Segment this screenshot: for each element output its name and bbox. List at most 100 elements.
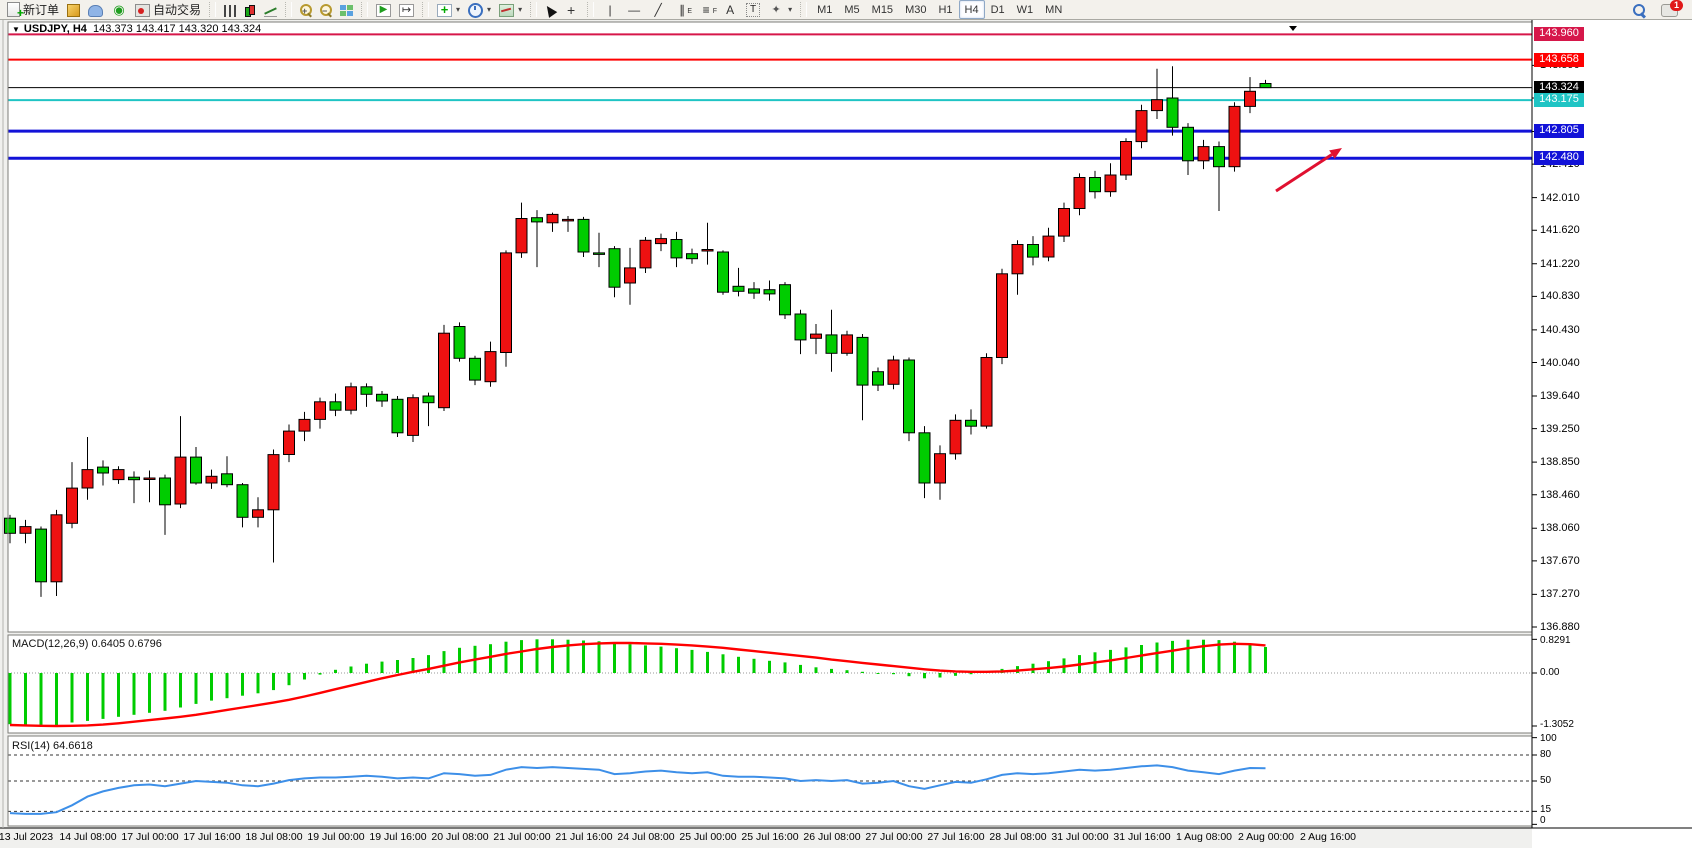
indicators-list-caret-icon[interactable]: ▾ bbox=[456, 5, 461, 14]
chart-collapse-icon[interactable]: ▼ bbox=[12, 25, 20, 34]
signals-button[interactable]: ◉ bbox=[107, 0, 131, 19]
toolbar-separator bbox=[530, 2, 538, 17]
fibonacci-icon: ≡ bbox=[698, 2, 718, 20]
tf-m15-label: M15 bbox=[871, 3, 894, 16]
line-chart-button[interactable] bbox=[260, 0, 281, 19]
price-axis-tick: 138.460 bbox=[1540, 488, 1580, 501]
crosshair-icon: + bbox=[566, 1, 576, 18]
tf-mn-label: MN bbox=[1045, 3, 1063, 16]
tile-windows-button[interactable] bbox=[336, 0, 357, 19]
tile-windows-icon bbox=[340, 4, 354, 17]
time-axis-label: 31 Jul 00:00 bbox=[1051, 831, 1109, 843]
new-order-icon bbox=[7, 2, 24, 21]
arrows-caret-icon[interactable]: ▾ bbox=[788, 5, 793, 14]
trader-community-button[interactable] bbox=[84, 0, 107, 19]
indicators-list-button[interactable]: + ▾ bbox=[433, 0, 464, 19]
zoom-in-icon: + bbox=[300, 3, 313, 16]
macd-indicator-label: MACD(12,26,9) 0.6405 0.6796 bbox=[12, 638, 162, 650]
periods-icon bbox=[468, 3, 484, 18]
tf-w1-button[interactable]: W1 bbox=[1011, 0, 1040, 19]
chart-symbol-label: USDJPY, H4 bbox=[23, 23, 87, 35]
time-axis-label: 24 Jul 08:00 bbox=[617, 831, 675, 843]
auto-trading-button[interactable]: 自动交易 bbox=[131, 0, 205, 19]
fibonacci-button[interactable]: ≡ bbox=[694, 0, 718, 20]
rsi-scale-100: 100 bbox=[1540, 732, 1557, 744]
time-axis-label: 31 Jul 16:00 bbox=[1113, 831, 1171, 843]
bar-chart-button[interactable] bbox=[220, 0, 240, 19]
toolbar-separator bbox=[361, 2, 369, 17]
text-label-button[interactable]: T bbox=[742, 0, 764, 19]
chart-canvas[interactable] bbox=[0, 20, 1692, 848]
price-axis-tick: 142.010 bbox=[1540, 191, 1580, 204]
trader-community-icon bbox=[88, 5, 104, 17]
price-axis-tick: 140.830 bbox=[1540, 290, 1580, 303]
chat-button[interactable]: 1 bbox=[1657, 0, 1683, 19]
tf-m5-button[interactable]: M5 bbox=[838, 0, 865, 19]
equidistant-channel-icon: ∥ bbox=[674, 2, 692, 20]
line-chart-icon bbox=[264, 5, 278, 17]
price-axis-tick: 136.880 bbox=[1540, 621, 1580, 633]
auto-scroll-icon: ▶ bbox=[376, 4, 392, 17]
time-axis-label: 14 Jul 08:00 bbox=[59, 831, 117, 843]
text-label-icon: T bbox=[746, 3, 761, 17]
chart-title[interactable]: ▼ USDJPY, H4 143.373 143.417 143.320 143.… bbox=[12, 23, 261, 35]
time-axis-label: 18 Jul 08:00 bbox=[245, 831, 303, 843]
vertical-line-icon: | bbox=[608, 2, 612, 17]
periods-button[interactable]: ▾ bbox=[464, 0, 495, 19]
time-axis-label: 17 Jul 16:00 bbox=[183, 831, 241, 843]
time-axis-label: 27 Jul 00:00 bbox=[865, 831, 923, 843]
toolbar: 新订单◉自动交易+−▶↦+▾▾▾+|—╱∥≡AT✦▾M1M5M15M30H1H4… bbox=[0, 0, 1692, 21]
tf-w1-label: W1 bbox=[1016, 3, 1034, 16]
horizontal-line-button[interactable]: — bbox=[622, 0, 646, 19]
vertical-line-button[interactable]: | bbox=[598, 0, 622, 19]
arrows-button[interactable]: ✦ ▾ bbox=[764, 0, 796, 19]
tf-m15-button[interactable]: M15 bbox=[866, 0, 899, 19]
zoom-out-button[interactable]: − bbox=[316, 0, 336, 19]
macd-scale-zero: 0.00 bbox=[1540, 667, 1560, 678]
zoom-in-button[interactable]: + bbox=[296, 0, 316, 19]
macd-scale-max: 0.8291 bbox=[1540, 635, 1571, 647]
crosshair-button[interactable]: + bbox=[559, 0, 583, 19]
time-axis-label: 17 Jul 00:00 bbox=[121, 831, 179, 843]
search-icon bbox=[1633, 3, 1645, 16]
order-cube-icon bbox=[67, 4, 81, 17]
templates-caret-icon[interactable]: ▾ bbox=[518, 5, 523, 14]
indicators-list-icon: + bbox=[437, 3, 453, 17]
tf-h4-button[interactable]: H4 bbox=[958, 0, 985, 19]
auto-scroll-button[interactable]: ▶ bbox=[372, 0, 395, 19]
templates-button[interactable]: ▾ bbox=[495, 0, 526, 19]
chart-shift-button[interactable]: ↦ bbox=[395, 0, 418, 19]
trendline-button[interactable]: ╱ bbox=[646, 0, 670, 19]
tf-m1-label: M1 bbox=[817, 3, 833, 16]
periods-caret-icon[interactable]: ▾ bbox=[487, 5, 492, 14]
order-cube-button[interactable] bbox=[63, 0, 84, 19]
tf-mn-button[interactable]: MN bbox=[1039, 0, 1068, 19]
tf-m30-button[interactable]: M30 bbox=[899, 0, 932, 19]
tf-m1-button[interactable]: M1 bbox=[811, 0, 838, 19]
candlestick-chart-icon bbox=[244, 4, 256, 17]
chart-window: ▼ USDJPY, H4 143.373 143.417 143.320 143.… bbox=[0, 20, 1692, 848]
search-button[interactable] bbox=[1629, 0, 1649, 19]
trendline-icon: ╱ bbox=[654, 2, 662, 17]
toolbar-group-timeframes: M1 M5 M15 M30 H1 H4 D1 W1 MN bbox=[808, 0, 1071, 19]
toolbar-group-zoom: + − bbox=[293, 0, 360, 19]
auto-trading-icon bbox=[135, 4, 151, 17]
tf-h1-button[interactable]: H1 bbox=[932, 0, 958, 19]
time-axis-label: 21 Jul 00:00 bbox=[493, 831, 551, 843]
price-axis-tick: 138.850 bbox=[1540, 456, 1580, 469]
rsi-scale-80: 80 bbox=[1540, 748, 1552, 760]
price-axis-tick: 137.670 bbox=[1540, 554, 1580, 567]
toolbar-group-trade: 新订单 ◉ 自动交易 bbox=[0, 0, 208, 21]
chat-icon: 1 bbox=[1661, 0, 1683, 17]
tf-h4-label: H4 bbox=[964, 3, 979, 16]
new-order-button[interactable]: 新订单 bbox=[3, 0, 63, 21]
cursor-button[interactable] bbox=[541, 0, 559, 19]
price-level-badge: 143.175 bbox=[1534, 93, 1584, 108]
rsi-scale-50: 50 bbox=[1540, 775, 1552, 786]
text-button[interactable]: A bbox=[718, 0, 742, 19]
candlestick-chart-button[interactable] bbox=[240, 0, 260, 19]
templates-icon bbox=[499, 4, 515, 17]
auto-trading-label: 自动交易 bbox=[153, 3, 202, 17]
equidistant-channel-button[interactable]: ∥ bbox=[670, 0, 694, 20]
tf-d1-button[interactable]: D1 bbox=[985, 0, 1011, 19]
